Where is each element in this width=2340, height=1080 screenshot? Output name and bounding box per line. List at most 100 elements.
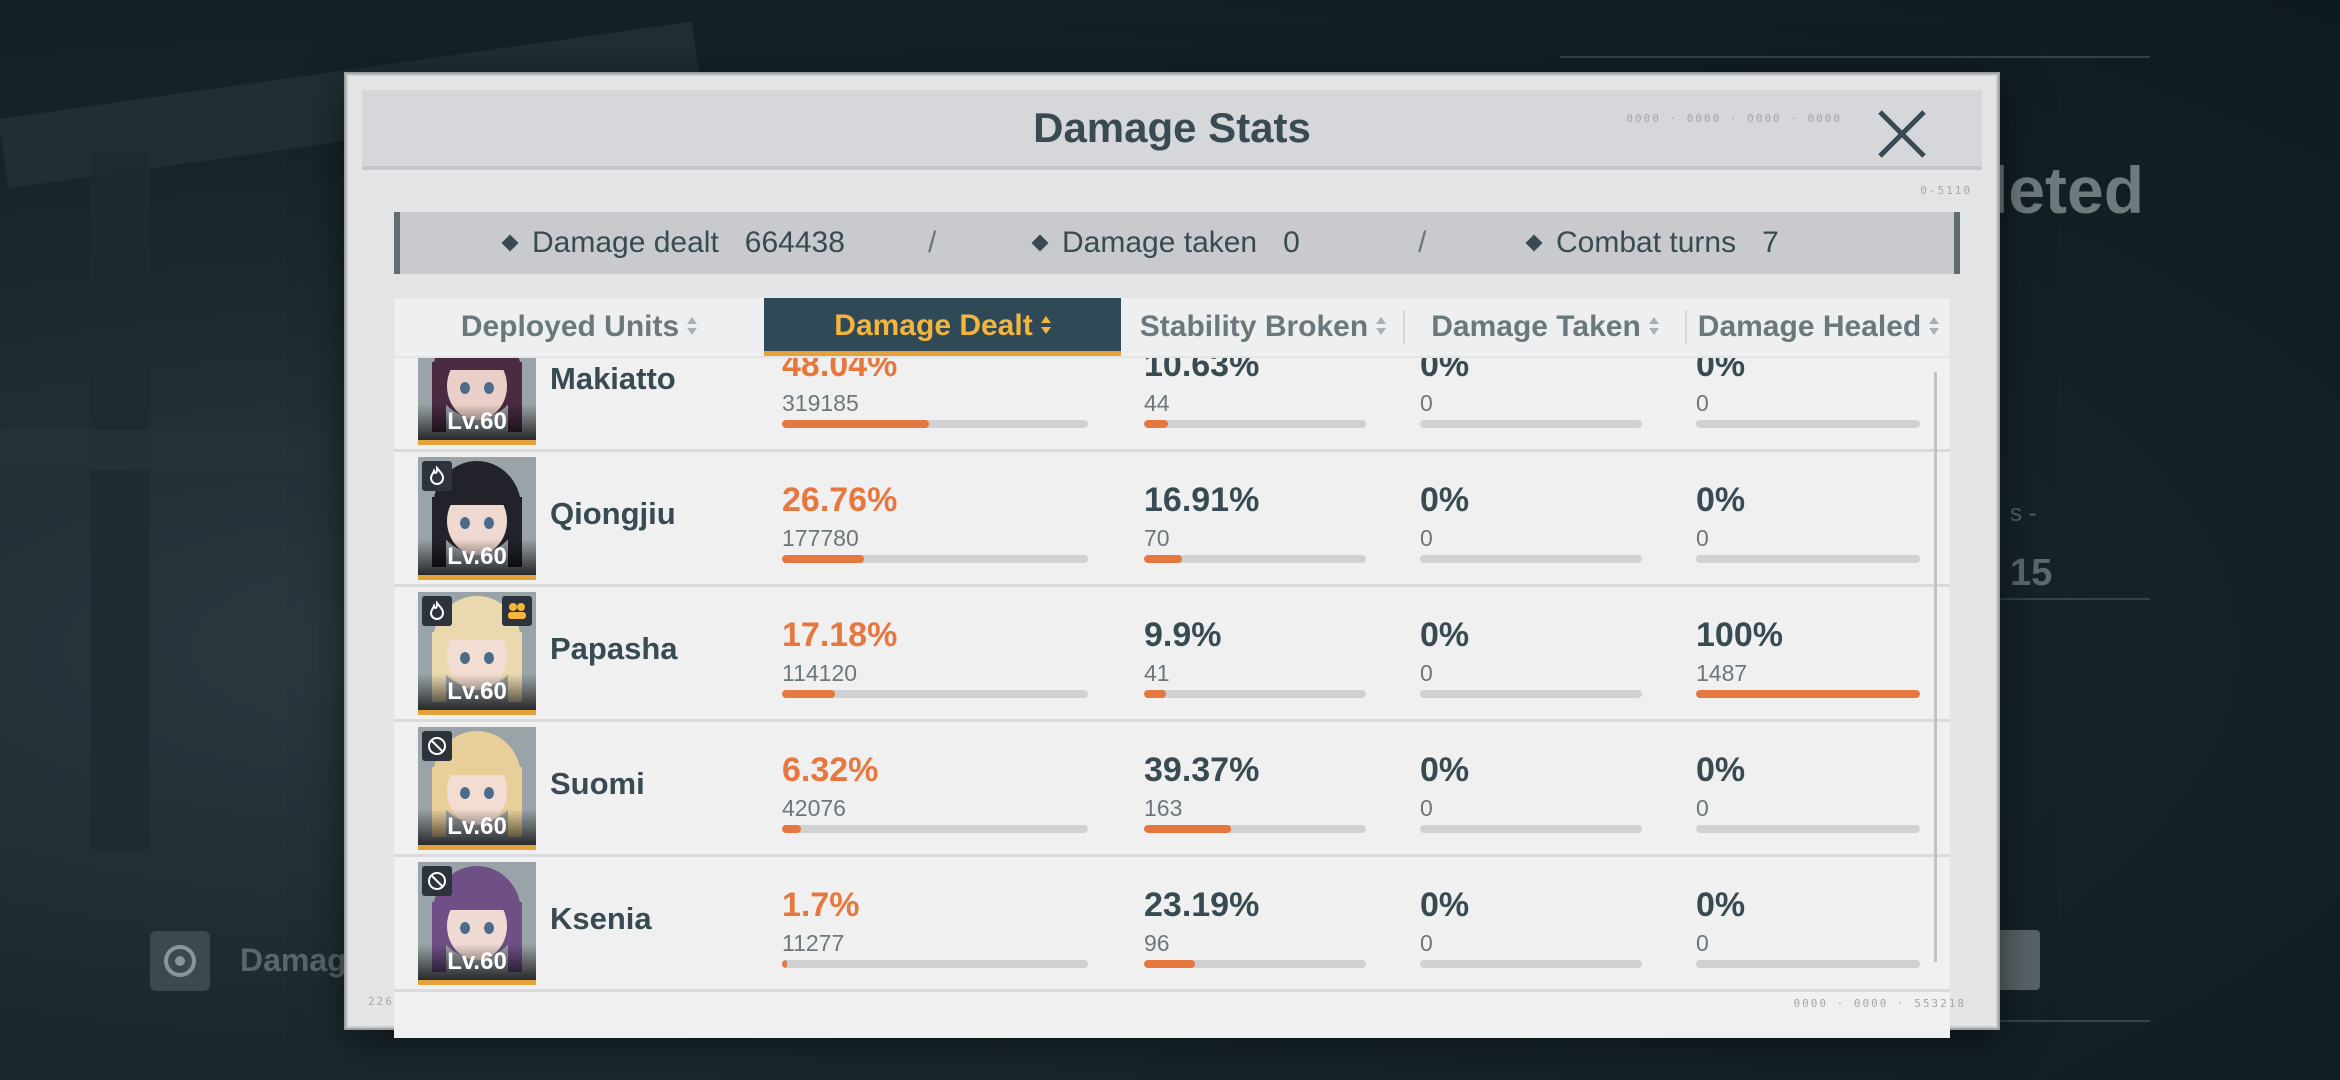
level-label: Lv.60	[418, 539, 536, 575]
damage-healed-bar	[1696, 690, 1920, 698]
damage-healed-percent: 0%	[1696, 886, 1746, 924]
damage-taken-bar	[1420, 960, 1642, 968]
fire-icon	[422, 596, 452, 626]
header-decoration: 0000 · 0000 · 0000 · 0000	[1626, 112, 1842, 125]
damage-taken-value: 0	[1420, 390, 1433, 416]
damage-taken-bar	[1420, 825, 1642, 833]
damage-taken-value: 0	[1420, 795, 1433, 821]
damage-healed-percent: 0%	[1696, 358, 1746, 384]
summary-damage-taken: Damage taken 0	[1031, 226, 1300, 260]
stability-broken-value: 70	[1144, 525, 1170, 551]
sort-icon	[1929, 315, 1940, 337]
footer-decoration: 0000 · 0000 · 553218	[1793, 997, 1966, 1010]
bg-divider	[1990, 1020, 2150, 1022]
column-deployed-units[interactable]: Deployed Units	[394, 298, 764, 356]
avatar[interactable]: Lv.60	[418, 592, 536, 715]
damage-healed-value: 0	[1696, 390, 1709, 416]
summary-label: Combat turns	[1556, 226, 1737, 259]
header-code: 0-5110	[1920, 184, 1972, 197]
table-row: Lv.60 Makiatto 48.04% 319185 10.63% 44 0% 0 0% 0	[394, 358, 1950, 452]
damage-dealt-percent: 17.18%	[782, 616, 898, 654]
column-stability-broken[interactable]: Stability Broken	[1123, 298, 1403, 356]
column-damage-dealt[interactable]: Damage Dealt	[764, 298, 1121, 356]
damage-healed-bar	[1696, 555, 1920, 563]
damage-healed-value: 1487	[1696, 660, 1748, 686]
unit-name: Ksenia	[550, 901, 652, 936]
table-row: Lv.60 Papasha 17.18% 114120 9.9% 41 0% 0 100% 148…	[394, 586, 1950, 722]
bar-fill	[782, 420, 929, 428]
bar-fill	[1144, 825, 1232, 833]
damage-dealt-bar	[782, 420, 1088, 428]
bar-fill	[782, 690, 835, 698]
damage-healed-percent: 100%	[1696, 616, 1783, 654]
damage-dealt-bar	[782, 690, 1088, 698]
damage-stats-dialog: Damage Stats 0000 · 0000 · 0000 · 0000 0…	[346, 74, 1998, 1038]
bg-result-title: leted	[1990, 153, 2145, 227]
summary-damage-dealt: Damage dealt 664438	[501, 226, 845, 260]
damage-dealt-percent: 26.76%	[782, 481, 898, 519]
column-label: Damage Taken	[1431, 310, 1641, 343]
target-icon	[422, 866, 452, 896]
unit-name: Qiongjiu	[550, 496, 676, 531]
damage-healed-percent: 0%	[1696, 751, 1746, 789]
stability-broken-percent: 9.9%	[1144, 616, 1222, 654]
table-scrollbar[interactable]	[1934, 372, 1937, 962]
stability-broken-value: 163	[1144, 795, 1183, 821]
damage-dealt-value: 114120	[782, 660, 858, 686]
dialog-header: Damage Stats 0000 · 0000 · 0000 · 0000	[362, 90, 1982, 170]
bar-fill	[1144, 960, 1196, 968]
damage-taken-bar	[1420, 420, 1642, 428]
damage-healed-value: 0	[1696, 795, 1709, 821]
damage-healed-bar	[1696, 960, 1920, 968]
damage-dealt-bar	[782, 960, 1088, 968]
stats-table-body[interactable]: Lv.60 Makiatto 48.04% 319185 10.63% 44 0% 0 0% 0 L…	[394, 358, 1950, 1038]
summary-separator: /	[928, 226, 937, 259]
table-row: Lv.60 Qiongjiu 26.76% 177780 16.91% 70 0% 0 0% 0	[394, 451, 1950, 587]
damage-dealt-percent: 6.32%	[782, 751, 879, 789]
bar-fill	[782, 555, 864, 563]
damage-dealt-bar	[782, 825, 1088, 833]
damage-dealt-value: 42076	[782, 795, 846, 821]
close-icon	[1878, 110, 1926, 158]
bg-confirm-button	[1990, 930, 2040, 990]
avatar[interactable]: Lv.60	[418, 727, 536, 850]
damage-dealt-percent: 1.7%	[782, 886, 860, 924]
stability-broken-bar	[1144, 825, 1366, 833]
damage-taken-bar	[1420, 690, 1642, 698]
bg-beam	[90, 150, 150, 850]
bg-damage-button	[150, 930, 270, 992]
damage-dealt-bar	[782, 555, 1088, 563]
avatar[interactable]: Lv.60	[418, 862, 536, 985]
sort-icon	[687, 315, 698, 337]
damage-taken-value: 0	[1420, 660, 1433, 686]
summary-bar: Damage dealt 664438 / Damage taken 0 / C…	[394, 212, 1960, 274]
bg-damage-label: Damag	[240, 942, 347, 978]
table-row: Lv.60 Suomi 6.32% 42076 39.37% 163 0% 0 0% 0	[394, 721, 1950, 857]
column-label: Deployed Units	[460, 310, 680, 343]
damage-taken-percent: 0%	[1420, 751, 1470, 789]
column-damage-taken[interactable]: Damage Taken	[1405, 298, 1685, 356]
bar-fill	[1144, 420, 1168, 428]
diamond-icon	[501, 234, 519, 252]
damage-taken-percent: 0%	[1420, 616, 1470, 654]
unit-name: Papasha	[550, 631, 678, 666]
column-damage-healed[interactable]: Damage Healed	[1687, 298, 1950, 356]
avatar[interactable]: Lv.60	[418, 358, 536, 445]
damage-dealt-value: 177780	[782, 525, 859, 551]
bar-fill	[782, 960, 788, 968]
damage-dealt-percent: 48.04%	[782, 358, 898, 384]
close-button[interactable]	[1872, 104, 1932, 164]
damage-taken-value: 0	[1420, 525, 1433, 551]
column-label: Damage Healed	[1697, 310, 1922, 343]
footer-corner: 226	[368, 995, 394, 1008]
stability-broken-percent: 39.37%	[1144, 751, 1260, 789]
avatar[interactable]: Lv.60	[418, 457, 536, 580]
summary-value: 7	[1762, 226, 1779, 259]
diamond-icon	[1525, 234, 1543, 252]
level-label: Lv.60	[418, 944, 536, 980]
stability-broken-value: 44	[1144, 390, 1170, 416]
stability-broken-percent: 16.91%	[1144, 481, 1260, 519]
bar-fill	[1144, 690, 1166, 698]
target-icon	[422, 731, 452, 761]
bg-number: 15	[2010, 552, 2053, 594]
